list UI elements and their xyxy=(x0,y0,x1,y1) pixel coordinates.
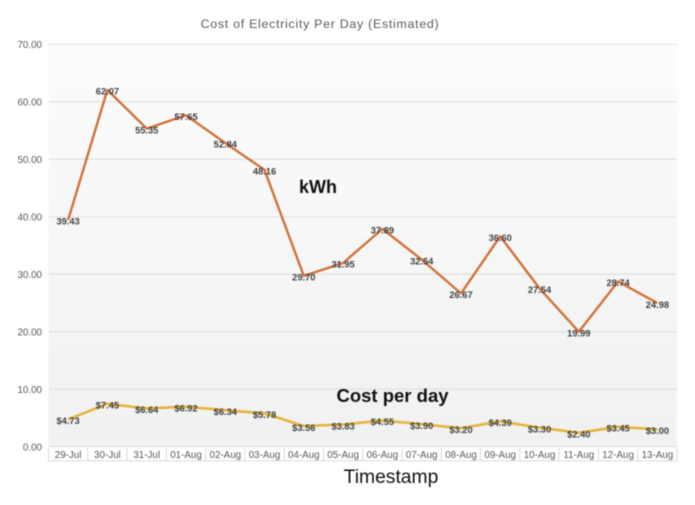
svg-text:55.35: 55.35 xyxy=(135,125,158,135)
svg-text:$3.00: $3.00 xyxy=(646,426,669,436)
svg-text:24.98: 24.98 xyxy=(646,300,669,310)
svg-text:37.89: 37.89 xyxy=(371,226,394,236)
svg-text:$7.45: $7.45 xyxy=(96,400,119,410)
svg-text:32.54: 32.54 xyxy=(410,256,434,266)
svg-text:40.00: 40.00 xyxy=(17,213,42,224)
svg-text:$4.39: $4.39 xyxy=(489,418,512,428)
svg-text:02-Aug: 02-Aug xyxy=(210,450,242,461)
svg-text:48.16: 48.16 xyxy=(253,167,276,177)
svg-text:$3.90: $3.90 xyxy=(410,421,433,431)
svg-text:$3.30: $3.30 xyxy=(528,424,551,434)
svg-text:$3.20: $3.20 xyxy=(449,425,472,435)
svg-text:09-Aug: 09-Aug xyxy=(484,450,516,461)
svg-text:10.00: 10.00 xyxy=(17,385,42,396)
svg-text:10-Aug: 10-Aug xyxy=(524,450,556,461)
svg-text:52.84: 52.84 xyxy=(214,140,238,150)
svg-text:$3.83: $3.83 xyxy=(331,421,354,431)
svg-text:26.67: 26.67 xyxy=(449,290,472,300)
svg-text:0.00: 0.00 xyxy=(23,442,43,453)
svg-text:$4.55: $4.55 xyxy=(371,417,394,427)
svg-text:$3.56: $3.56 xyxy=(292,423,315,433)
svg-text:19.99: 19.99 xyxy=(567,328,590,338)
svg-text:30-Jul: 30-Jul xyxy=(94,450,121,461)
svg-text:57.65: 57.65 xyxy=(174,112,197,122)
svg-text:Cost of Electricity Per Day (E: Cost of Electricity Per Day (Estimated) xyxy=(201,17,440,31)
svg-text:12-Aug: 12-Aug xyxy=(602,450,634,461)
svg-text:36.60: 36.60 xyxy=(489,233,512,243)
svg-text:$4.73: $4.73 xyxy=(56,416,79,426)
svg-text:30.00: 30.00 xyxy=(17,270,42,281)
svg-text:04-Aug: 04-Aug xyxy=(288,450,320,461)
svg-text:20.00: 20.00 xyxy=(17,327,42,338)
svg-text:03-Aug: 03-Aug xyxy=(249,450,281,461)
svg-text:13-Aug: 13-Aug xyxy=(642,450,674,461)
svg-text:05-Aug: 05-Aug xyxy=(327,450,359,461)
svg-text:kWh: kWh xyxy=(299,177,337,197)
svg-text:$3.45: $3.45 xyxy=(606,423,629,433)
svg-text:62.07: 62.07 xyxy=(96,87,119,97)
svg-text:29.70: 29.70 xyxy=(292,273,315,283)
svg-text:Cost per day: Cost per day xyxy=(336,385,449,406)
svg-text:01-Aug: 01-Aug xyxy=(170,450,202,461)
svg-text:08-Aug: 08-Aug xyxy=(445,450,477,461)
svg-text:28.74: 28.74 xyxy=(606,278,630,288)
svg-text:$6.34: $6.34 xyxy=(214,407,238,417)
svg-text:29-Jul: 29-Jul xyxy=(55,450,82,461)
svg-text:11-Aug: 11-Aug xyxy=(563,450,594,461)
svg-text:06-Aug: 06-Aug xyxy=(367,450,399,461)
svg-text:$5.78: $5.78 xyxy=(253,410,276,420)
svg-text:60.00: 60.00 xyxy=(17,98,42,109)
svg-text:07-Aug: 07-Aug xyxy=(406,450,438,461)
svg-text:31-Jul: 31-Jul xyxy=(133,450,160,461)
svg-text:$6.64: $6.64 xyxy=(135,405,159,415)
svg-text:39.43: 39.43 xyxy=(56,217,79,227)
svg-text:$2.40: $2.40 xyxy=(567,429,590,439)
svg-text:Timestamp: Timestamp xyxy=(344,467,439,488)
svg-text:$6.92: $6.92 xyxy=(174,403,197,413)
svg-text:70.00: 70.00 xyxy=(17,40,42,51)
svg-text:31.95: 31.95 xyxy=(331,260,354,270)
svg-text:27.54: 27.54 xyxy=(528,285,552,295)
svg-text:50.00: 50.00 xyxy=(17,155,42,166)
